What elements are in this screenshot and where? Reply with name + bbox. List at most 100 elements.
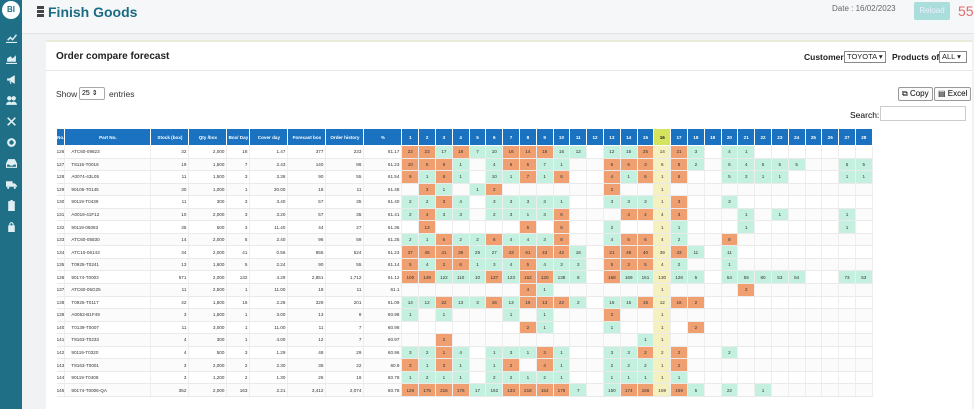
table-cell: 142 bbox=[56, 346, 66, 360]
day-cell: 2 bbox=[670, 346, 688, 360]
column-header[interactable]: 12 bbox=[586, 128, 604, 146]
column-header[interactable]: 19 bbox=[703, 128, 722, 146]
column-header[interactable]: % bbox=[363, 128, 403, 146]
day-cell: 2 bbox=[603, 183, 621, 197]
column-header[interactable]: Qty /box bbox=[188, 128, 228, 146]
day-cell: 13 bbox=[452, 296, 470, 310]
column-header[interactable]: 26 bbox=[821, 128, 840, 146]
day-cell: 12 bbox=[653, 296, 672, 310]
column-header[interactable]: 18 bbox=[686, 128, 705, 146]
column-header[interactable]: 23 bbox=[770, 128, 789, 146]
day-cell: 17 bbox=[435, 145, 453, 159]
day-cell bbox=[569, 283, 588, 297]
users-icon[interactable] bbox=[0, 93, 22, 107]
day-cell: 218 bbox=[519, 383, 537, 397]
column-header[interactable]: 11 bbox=[569, 128, 588, 146]
copy-button[interactable]: ⧉ Copy bbox=[898, 87, 933, 101]
day-cell: 126 bbox=[401, 383, 420, 397]
table-cell: 60.97 bbox=[363, 333, 403, 347]
column-header[interactable]: 25 bbox=[804, 128, 823, 146]
column-header[interactable]: 6 bbox=[485, 128, 504, 146]
table-cell: 59 bbox=[325, 233, 365, 247]
page-size-select[interactable]: 25 ⇕ bbox=[79, 87, 105, 100]
column-header[interactable]: 28 bbox=[854, 128, 873, 146]
column-header[interactable]: 4 bbox=[451, 128, 470, 146]
column-header[interactable]: 27 bbox=[838, 128, 856, 146]
column-header[interactable]: 2 bbox=[418, 128, 436, 146]
products-select[interactable]: ALL ▾ bbox=[939, 51, 967, 63]
day-cell bbox=[805, 158, 823, 172]
chart-area-icon[interactable] bbox=[0, 51, 22, 65]
gauge-icon[interactable] bbox=[0, 135, 22, 149]
menu-icon[interactable] bbox=[37, 6, 44, 19]
column-header[interactable]: 1 bbox=[401, 128, 420, 146]
app-logo[interactable]: BI bbox=[2, 1, 20, 19]
search-input[interactable] bbox=[880, 106, 966, 121]
column-header[interactable]: 24 bbox=[787, 128, 806, 146]
column-header[interactable]: 7 bbox=[502, 128, 520, 146]
day-cell: 1 bbox=[553, 346, 571, 360]
column-header[interactable]: 3 bbox=[435, 128, 453, 146]
day-cell bbox=[452, 321, 470, 335]
day-cell bbox=[821, 371, 840, 385]
day-cell bbox=[502, 283, 520, 297]
chart-line-icon[interactable] bbox=[0, 30, 22, 44]
day-cell bbox=[704, 233, 722, 247]
inbox-icon[interactable] bbox=[0, 156, 22, 170]
clipboard-icon[interactable] bbox=[0, 198, 22, 212]
column-header[interactable]: Forecast box bbox=[287, 128, 327, 146]
day-cell: 2 bbox=[401, 195, 420, 209]
excel-button[interactable]: ▤ Excel bbox=[934, 87, 972, 101]
lock-icon[interactable] bbox=[0, 219, 22, 233]
column-header[interactable]: 13 bbox=[602, 128, 621, 146]
day-cell: 162 bbox=[519, 270, 537, 284]
day-cell: 4 bbox=[737, 158, 756, 172]
megaphone-icon[interactable] bbox=[0, 72, 22, 86]
column-header[interactable]: No. bbox=[55, 128, 66, 146]
column-header[interactable]: 14 bbox=[619, 128, 638, 146]
day-cell: 3 bbox=[435, 208, 453, 222]
table-cell: 3 bbox=[150, 358, 190, 372]
day-cell bbox=[620, 183, 638, 197]
day-cell bbox=[855, 183, 873, 197]
table-cell: 2.21 bbox=[249, 383, 289, 397]
day-cell: 80 bbox=[754, 270, 772, 284]
day-cell bbox=[838, 308, 856, 322]
column-header[interactable]: 17 bbox=[670, 128, 688, 146]
column-header[interactable]: 21 bbox=[737, 128, 756, 146]
day-cell bbox=[737, 308, 756, 322]
column-header[interactable]: 5 bbox=[468, 128, 487, 146]
column-header[interactable]: Stock (box) bbox=[150, 128, 190, 146]
day-cell bbox=[721, 321, 739, 335]
column-header[interactable]: 15 bbox=[636, 128, 655, 146]
table-cell: 16 bbox=[226, 296, 251, 310]
column-header[interactable]: Part No. bbox=[64, 128, 152, 146]
column-header[interactable]: Cover day bbox=[249, 128, 289, 146]
truck-icon[interactable] bbox=[0, 177, 22, 191]
tools-icon[interactable] bbox=[0, 114, 22, 128]
column-header[interactable]: 8 bbox=[518, 128, 537, 146]
table-cell: 90119-T0320 bbox=[64, 346, 152, 360]
day-cell: 2 bbox=[435, 258, 453, 272]
column-header[interactable]: 9 bbox=[535, 128, 554, 146]
day-cell: 175 bbox=[418, 383, 436, 397]
day-cell: 22 bbox=[721, 383, 739, 397]
day-cell bbox=[805, 233, 823, 247]
column-header[interactable]: 16 bbox=[653, 128, 672, 146]
reload-button[interactable]: Reload bbox=[914, 2, 950, 20]
day-cell bbox=[821, 220, 840, 234]
column-header[interactable]: 20 bbox=[720, 128, 739, 146]
day-cell bbox=[838, 145, 856, 159]
column-header[interactable]: 10 bbox=[552, 128, 571, 146]
column-header[interactable]: Box/ Day bbox=[226, 128, 251, 146]
day-cell: 53 bbox=[771, 270, 789, 284]
table-cell: 2,000 bbox=[188, 145, 228, 159]
day-cell bbox=[485, 220, 504, 234]
column-header[interactable]: Order history bbox=[325, 128, 365, 146]
day-cell: 22 bbox=[401, 145, 420, 159]
customer-select[interactable]: TOYOTA ▾ bbox=[844, 51, 886, 63]
table-cell: 2,000 bbox=[188, 270, 228, 284]
table-cell: 90119-T0408 bbox=[64, 371, 152, 385]
day-cell: 3 bbox=[401, 358, 420, 372]
column-header[interactable]: 22 bbox=[754, 128, 772, 146]
